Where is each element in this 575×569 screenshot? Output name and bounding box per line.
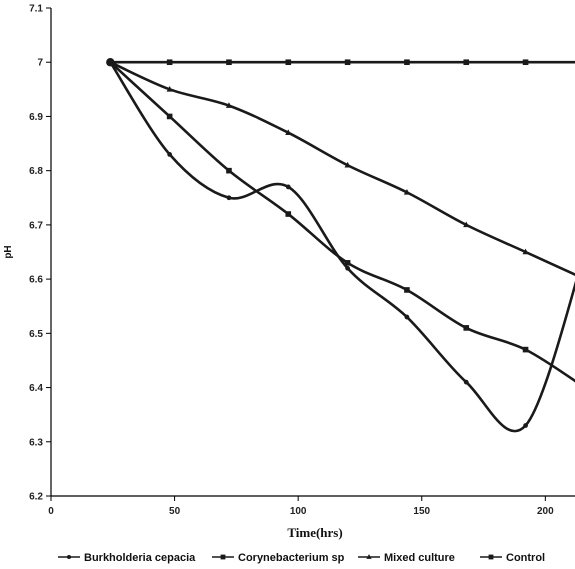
series-line-burkholderia-cepacia <box>109 61 575 433</box>
data-point-origin <box>106 58 115 67</box>
series-layer <box>106 58 575 433</box>
legend-label-corynebacterium-sp: Corynebacterium sp <box>238 552 345 564</box>
x-tick-label: 200 <box>537 506 554 517</box>
y-tick-label: 6.9 <box>29 112 43 123</box>
series-line-mixed-culture <box>109 61 575 277</box>
data-point-control <box>344 59 351 66</box>
data-point-control <box>463 59 470 66</box>
y-tick-label: 6.5 <box>29 329 43 340</box>
x-tick-label: 0 <box>48 506 54 517</box>
data-point-burkholderia-cepacia <box>345 265 350 271</box>
x-tick-label: 100 <box>290 506 307 517</box>
legend-label-control: Control <box>506 552 545 564</box>
legend-label-burkholderia-cepacia: Burkholderia cepacia <box>84 552 196 564</box>
data-point-corynebacterium-sp <box>226 167 232 174</box>
legend-item-corynebacterium-sp: Corynebacterium sp <box>212 552 345 564</box>
x-tick-label: 50 <box>169 506 181 517</box>
data-point-burkholderia-cepacia <box>226 195 232 201</box>
x-tick-label: 150 <box>413 506 430 517</box>
y-axis-title: pH <box>3 245 14 258</box>
y-tick-label: 6.2 <box>29 492 43 503</box>
series-burkholderia-cepacia <box>107 59 575 433</box>
data-point-mixed-culture <box>225 102 233 108</box>
y-tick-label: 7 <box>37 58 43 69</box>
series-control <box>107 59 575 66</box>
data-point-mixed-culture <box>463 221 470 228</box>
data-point-control <box>166 59 173 66</box>
data-point-burkholderia-cepacia <box>167 152 173 157</box>
data-point-corynebacterium-sp <box>166 113 173 120</box>
y-axis-ticks: 6.2 6.3 6.4 6.5 6.6 6.7 6.8 6.9 7 7.1 <box>29 4 51 503</box>
data-point-burkholderia-cepacia <box>404 314 410 320</box>
series-mixed-culture <box>107 58 575 277</box>
data-point-burkholderia-cepacia <box>463 379 469 385</box>
axes <box>50 8 575 497</box>
y-tick-label: 6.3 <box>29 437 43 448</box>
data-point-corynebacterium-sp <box>285 211 292 217</box>
legend-item-burkholderia-cepacia: Burkholderia cepacia <box>58 552 196 564</box>
origin-point <box>106 58 115 67</box>
data-point-control <box>226 59 232 66</box>
y-tick-label: 7.1 <box>29 4 43 15</box>
data-point-corynebacterium-sp <box>344 260 351 266</box>
legend-label-mixed-culture: Mixed culture <box>384 552 455 564</box>
y-tick-label: 6.7 <box>29 220 43 231</box>
y-tick-label: 6.8 <box>29 166 43 177</box>
data-point-control <box>285 59 292 66</box>
data-point-control <box>522 59 529 66</box>
data-point-mixed-culture <box>285 129 292 135</box>
data-point-burkholderia-cepacia <box>285 184 291 190</box>
y-tick-label: 6.6 <box>29 275 43 286</box>
series-line-corynebacterium-sp <box>109 61 575 383</box>
data-point-corynebacterium-sp <box>463 325 470 331</box>
legend-marker-burkholderia-cepacia <box>66 554 72 560</box>
legend-item-control: Control <box>480 552 545 564</box>
x-axis-ticks: 0 50 100 150 200 <box>48 496 554 517</box>
legend: Burkholderia cepacia Corynebacterium sp Mi… <box>58 552 545 564</box>
legend-marker-corynebacterium-sp <box>220 554 226 560</box>
data-point-corynebacterium-sp <box>522 346 529 353</box>
data-point-mixed-culture <box>344 161 351 168</box>
legend-item-mixed-culture: Mixed culture <box>358 552 455 564</box>
data-point-corynebacterium-sp <box>404 287 410 293</box>
legend-marker-control <box>488 554 494 560</box>
data-point-mixed-culture <box>522 248 529 255</box>
data-point-burkholderia-cepacia <box>523 423 528 428</box>
legend-marker-mixed-culture <box>366 554 372 559</box>
y-tick-label: 6.4 <box>29 383 43 394</box>
data-point-mixed-culture <box>403 188 411 195</box>
series-corynebacterium-sp <box>107 59 575 383</box>
data-point-control <box>404 59 410 66</box>
data-point-mixed-culture <box>166 85 173 92</box>
x-axis-title: Time(hrs) <box>287 525 342 540</box>
